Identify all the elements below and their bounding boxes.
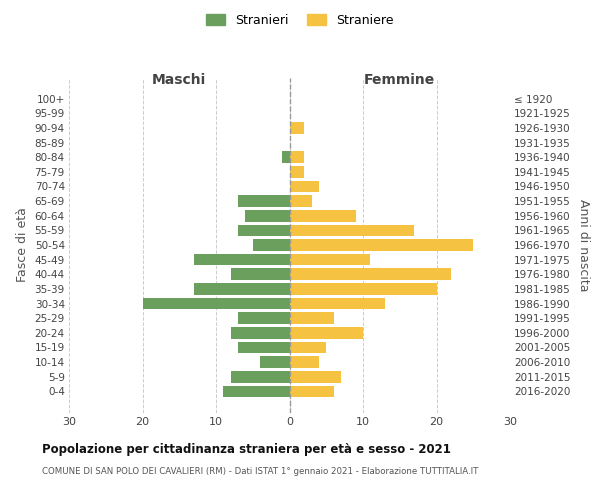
Bar	[230, 268, 290, 280]
Bar	[290, 356, 319, 368]
Text: Femmine: Femmine	[364, 73, 436, 87]
Bar	[290, 152, 304, 163]
Bar	[238, 342, 290, 353]
Bar	[290, 283, 437, 295]
Bar	[290, 166, 304, 177]
Text: Maschi: Maschi	[152, 73, 206, 87]
Text: COMUNE DI SAN POLO DEI CAVALIERI (RM) - Dati ISTAT 1° gennaio 2021 - Elaborazion: COMUNE DI SAN POLO DEI CAVALIERI (RM) - …	[42, 468, 478, 476]
Bar	[230, 371, 290, 382]
Bar	[194, 283, 290, 295]
Bar	[290, 327, 363, 338]
Bar	[230, 327, 290, 338]
Bar	[194, 254, 290, 266]
Bar	[290, 298, 385, 310]
Y-axis label: Anni di nascita: Anni di nascita	[577, 198, 590, 291]
Bar	[290, 239, 473, 251]
Bar	[290, 180, 319, 192]
Bar	[290, 224, 415, 236]
Bar	[290, 371, 341, 382]
Bar	[290, 268, 451, 280]
Bar	[290, 195, 311, 207]
Y-axis label: Fasce di età: Fasce di età	[16, 208, 29, 282]
Bar	[290, 210, 356, 222]
Bar	[245, 210, 290, 222]
Bar	[238, 224, 290, 236]
Bar	[223, 386, 290, 398]
Bar	[143, 298, 290, 310]
Bar	[290, 122, 304, 134]
Bar	[238, 312, 290, 324]
Text: Popolazione per cittadinanza straniera per età e sesso - 2021: Popolazione per cittadinanza straniera p…	[42, 442, 451, 456]
Bar	[290, 312, 334, 324]
Bar	[290, 342, 326, 353]
Bar	[290, 386, 334, 398]
Legend: Stranieri, Straniere: Stranieri, Straniere	[202, 8, 398, 32]
Bar	[260, 356, 290, 368]
Bar	[253, 239, 290, 251]
Bar	[290, 254, 370, 266]
Bar	[238, 195, 290, 207]
Bar	[282, 152, 290, 163]
